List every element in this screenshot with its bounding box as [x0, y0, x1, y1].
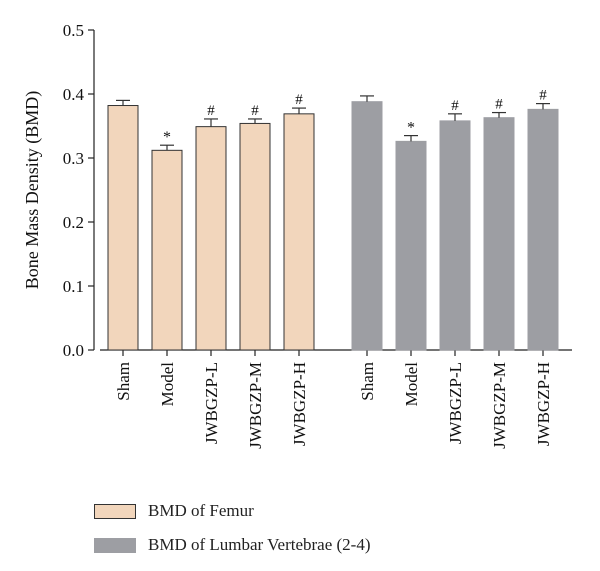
- bar: [439, 120, 471, 351]
- x-tick-label: Model: [402, 362, 421, 407]
- y-tick-label: 0.4: [63, 85, 85, 104]
- y-tick-label: 0.1: [63, 277, 84, 296]
- legend-label-femur: BMD of Femur: [148, 501, 254, 520]
- significance-mark: #: [207, 103, 215, 119]
- x-tick-label: JWBGZP-L: [202, 362, 221, 444]
- bar: [483, 117, 515, 351]
- significance-mark: #: [295, 92, 303, 108]
- bar: [283, 113, 315, 351]
- significance-mark: #: [451, 98, 459, 114]
- legend: BMD of Femur BMD of Lumbar Vertebrae (2-…: [94, 500, 371, 568]
- significance-mark: #: [495, 97, 503, 113]
- bar: [107, 105, 139, 351]
- legend-swatch-lumbar: [94, 537, 136, 553]
- bar: [239, 122, 271, 351]
- bar: [527, 108, 559, 351]
- y-tick-label: 0.0: [63, 341, 84, 360]
- x-tick-label: Sham: [114, 362, 133, 401]
- y-axis-label: Bone Mass Density (BMD): [22, 91, 43, 290]
- legend-swatch-femur: [94, 503, 136, 519]
- legend-label-lumbar: BMD of Lumbar Vertebrae (2-4): [148, 535, 371, 554]
- legend-item-lumbar: BMD of Lumbar Vertebrae (2-4): [94, 534, 371, 556]
- bar: [195, 126, 227, 351]
- x-tick-label: JWBGZP-H: [534, 362, 553, 446]
- x-tick-label: JWBGZP-L: [446, 362, 465, 444]
- significance-mark: #: [251, 103, 259, 119]
- x-tick-label: JWBGZP-M: [246, 362, 265, 449]
- y-tick-label: 0.2: [63, 213, 84, 232]
- legend-item-femur: BMD of Femur: [94, 500, 371, 522]
- bar: [351, 101, 383, 351]
- x-tick-label: JWBGZP-M: [490, 362, 509, 449]
- bar: [151, 149, 183, 351]
- significance-mark: *: [407, 120, 415, 137]
- y-axis: 0.0 0.1 0.2 0.3 0.4 0.5: [63, 21, 95, 360]
- x-tick-label: Model: [158, 362, 177, 407]
- x-tick-label: Sham: [358, 362, 377, 401]
- y-tick-label: 0.5: [63, 21, 84, 40]
- x-tick-label: JWBGZP-H: [290, 362, 309, 446]
- significance-mark: #: [539, 88, 547, 104]
- significance-mark: *: [163, 129, 171, 146]
- x-axis: Sham Model JWBGZP-L JWBGZP-M JWBGZP-H Sham Mod…: [100, 349, 572, 449]
- y-tick-label: 0.3: [63, 149, 84, 168]
- bar: [395, 140, 427, 351]
- bars: * # # # * # # #: [107, 88, 559, 351]
